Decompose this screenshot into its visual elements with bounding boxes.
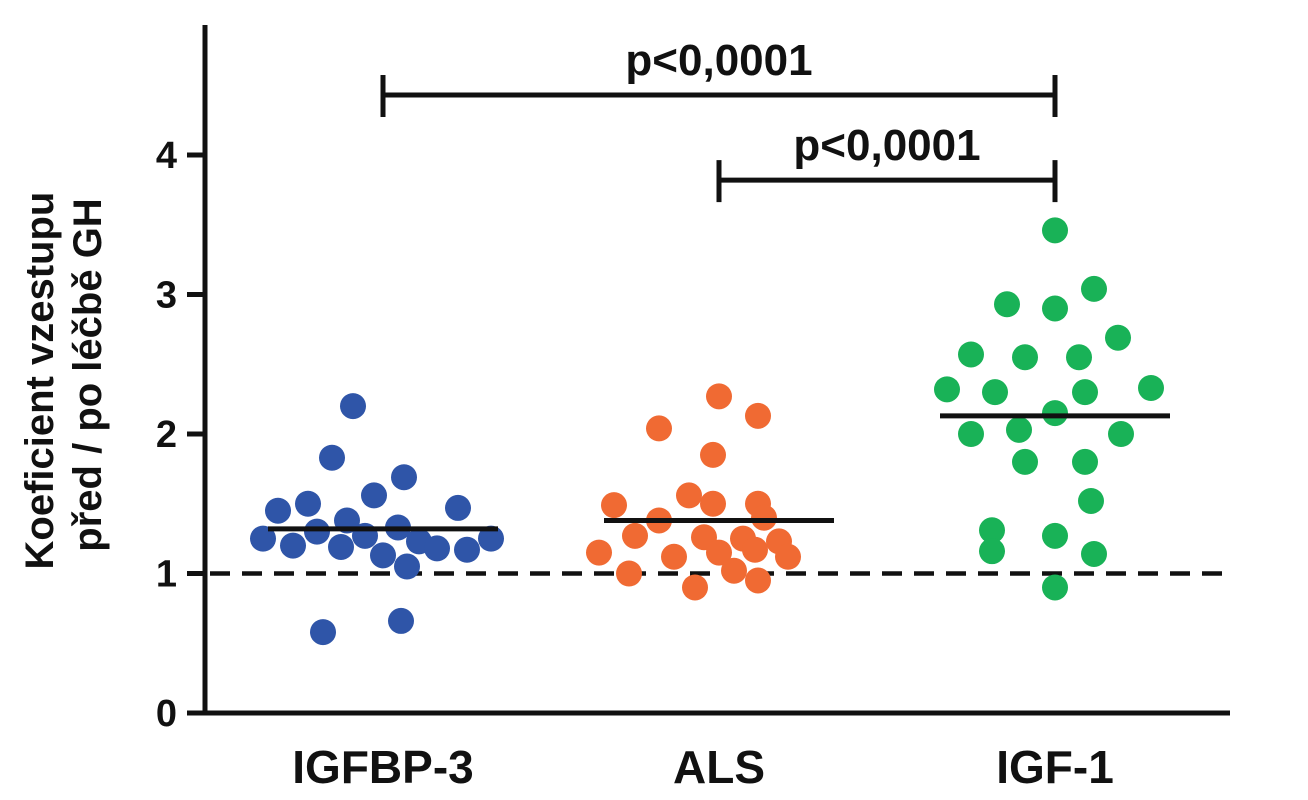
data-point — [304, 518, 330, 545]
y-axis-label-line-1: Koeficient vzestupu — [18, 192, 62, 570]
data-point — [934, 376, 960, 403]
data-point — [1072, 379, 1098, 406]
data-point — [994, 291, 1020, 318]
data-point — [586, 539, 612, 566]
data-point — [361, 482, 387, 509]
data-point — [388, 607, 414, 634]
category-labels: IGFBP-3 ALS IGF-1 — [292, 741, 1114, 793]
data-point — [1108, 421, 1134, 447]
data-point — [250, 525, 276, 552]
data-point — [265, 497, 291, 524]
data-point — [1072, 448, 1098, 475]
data-point — [310, 619, 336, 646]
data-point — [700, 490, 726, 517]
y-tick-label: 2 — [156, 414, 177, 456]
data-point — [682, 574, 708, 601]
category-label: IGFBP-3 — [292, 741, 473, 793]
data-point — [478, 525, 504, 552]
significance-brackets: p<0,0001 p<0,0001 — [380, 36, 1058, 203]
y-tick-label: 3 — [156, 275, 177, 317]
y-axis-label-line-2: před / po léčbě GH — [66, 198, 110, 551]
data-point — [676, 482, 702, 509]
data-point — [1138, 374, 1164, 401]
data-point — [1066, 344, 1092, 371]
data-point — [328, 533, 354, 560]
p-value-label: p<0,0001 — [625, 36, 812, 85]
data-point — [424, 535, 450, 562]
data-point — [646, 415, 672, 442]
y-tick-label: 0 — [156, 693, 177, 735]
data-point — [1006, 416, 1032, 443]
y-tick-label: 1 — [156, 554, 177, 596]
data-points — [250, 217, 1164, 646]
data-point — [394, 553, 420, 580]
data-point — [1078, 487, 1104, 514]
data-point — [982, 379, 1008, 406]
data-point — [1042, 400, 1068, 427]
data-point — [958, 421, 984, 447]
category-label: ALS — [673, 741, 765, 793]
data-point — [661, 543, 687, 570]
data-point — [742, 536, 768, 563]
data-point — [622, 522, 648, 549]
data-point — [1081, 275, 1107, 302]
data-point — [391, 464, 417, 491]
data-point — [706, 383, 732, 410]
data-point — [370, 542, 396, 569]
data-point — [1042, 295, 1068, 322]
p-value-label: p<0,0001 — [793, 121, 980, 170]
data-point — [601, 492, 627, 519]
data-point — [1105, 324, 1131, 351]
data-point — [751, 504, 777, 531]
data-point — [706, 539, 732, 566]
data-point — [958, 341, 984, 368]
y-axis-label: Koeficient vzestupu před / po léčbě GH — [18, 181, 110, 570]
data-point — [979, 538, 1005, 565]
data-point — [454, 536, 480, 563]
data-point — [745, 567, 771, 594]
axes — [202, 25, 1230, 716]
data-point — [700, 441, 726, 468]
data-point — [295, 490, 321, 517]
data-point — [1081, 540, 1107, 567]
data-point — [721, 557, 747, 584]
y-ticks: 0 1 2 3 4 — [156, 135, 205, 735]
y-tick-label: 4 — [156, 135, 177, 177]
data-point — [1042, 522, 1068, 549]
data-point — [1042, 217, 1068, 244]
data-point — [1042, 574, 1068, 601]
data-point — [745, 402, 771, 429]
data-point — [979, 517, 1005, 544]
category-label: IGF-1 — [996, 741, 1114, 793]
data-point — [1012, 344, 1038, 371]
data-point — [1012, 448, 1038, 475]
data-point — [445, 494, 471, 521]
data-point — [775, 543, 801, 570]
data-point — [280, 532, 306, 559]
data-point — [319, 444, 345, 471]
median-lines — [268, 413, 1170, 532]
data-point — [340, 393, 366, 420]
data-point — [616, 560, 642, 587]
